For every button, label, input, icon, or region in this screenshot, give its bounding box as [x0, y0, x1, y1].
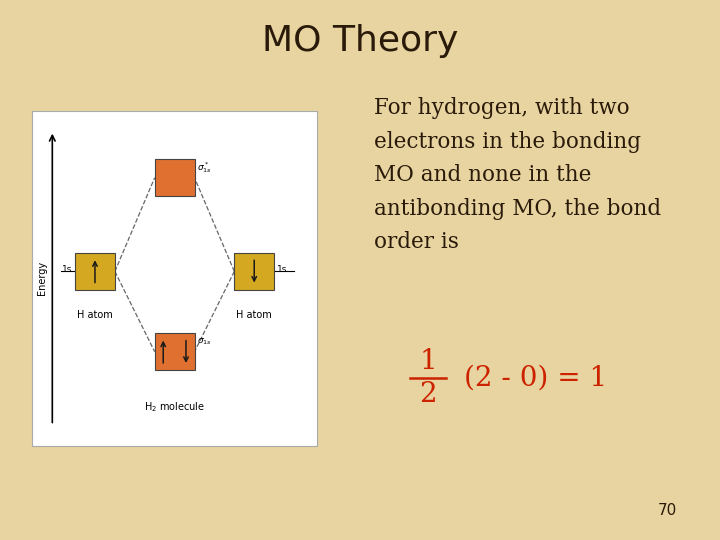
Text: (2 - 0) = 1: (2 - 0) = 1 — [464, 364, 608, 391]
Text: $\sigma^*_{1s}$: $\sigma^*_{1s}$ — [197, 160, 212, 175]
Text: For hydrogen, with two: For hydrogen, with two — [374, 97, 630, 119]
Text: H atom: H atom — [236, 310, 272, 320]
Text: 1s: 1s — [62, 265, 72, 274]
Text: 1: 1 — [420, 348, 437, 375]
Text: MO and none in the: MO and none in the — [374, 164, 592, 186]
Bar — [234, 253, 274, 290]
Text: Energy: Energy — [37, 261, 48, 295]
Bar — [32, 111, 317, 446]
Text: order is: order is — [374, 231, 459, 253]
Text: antibonding MO, the bond: antibonding MO, the bond — [374, 198, 662, 220]
Bar — [155, 333, 194, 370]
Text: MO Theory: MO Theory — [262, 24, 458, 58]
Text: electrons in the bonding: electrons in the bonding — [374, 131, 642, 153]
Text: H atom: H atom — [77, 310, 113, 320]
Text: H$_2$ molecule: H$_2$ molecule — [144, 400, 205, 414]
Bar — [155, 159, 194, 196]
Text: 1s: 1s — [277, 265, 287, 274]
Text: 70: 70 — [657, 503, 677, 518]
Bar — [75, 253, 115, 290]
Text: $\sigma_{1s}$: $\sigma_{1s}$ — [197, 336, 212, 347]
Text: 2: 2 — [420, 381, 437, 408]
